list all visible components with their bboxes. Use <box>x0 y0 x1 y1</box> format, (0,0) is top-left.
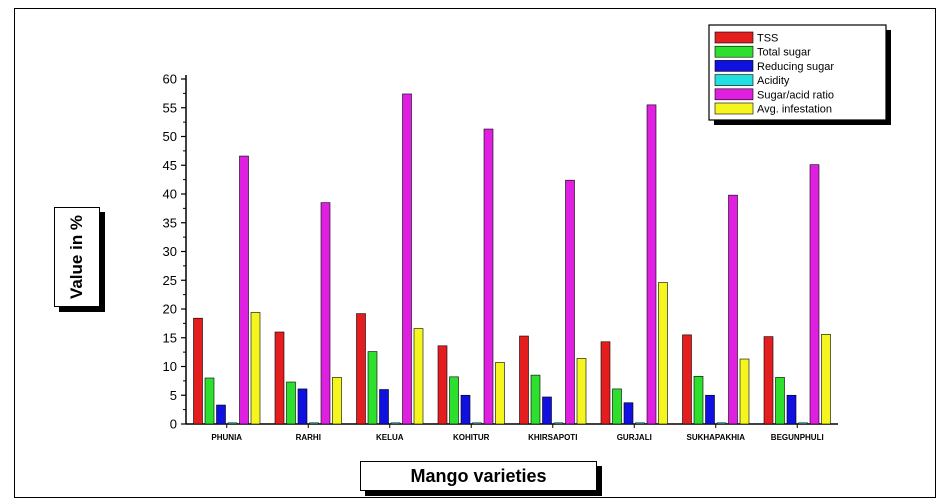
y-tick-label: 50 <box>163 129 177 144</box>
bar <box>472 422 482 425</box>
bar <box>460 394 471 425</box>
legend-entry: Reducing sugar <box>757 61 834 73</box>
bar <box>309 422 319 425</box>
x-axis-label: Mango varieties <box>410 465 547 486</box>
legend-entry: Avg. infestation <box>757 104 832 116</box>
bar <box>379 389 389 425</box>
bar <box>297 388 308 425</box>
legend-swatch <box>714 102 754 115</box>
bar <box>553 422 564 425</box>
chart-frame <box>14 8 936 498</box>
legend-swatch <box>714 88 754 101</box>
bar <box>635 422 645 425</box>
legend-entry: TSS <box>757 33 778 45</box>
x-tick-label: KELUA <box>376 433 404 442</box>
bar <box>250 312 261 425</box>
y-tick-label: 10 <box>163 359 177 374</box>
bar <box>565 179 575 425</box>
bars <box>193 93 831 425</box>
bar <box>739 358 750 425</box>
legend-swatch <box>714 45 754 58</box>
bar <box>809 164 820 425</box>
x-tick-label: PHUNIA <box>211 433 242 442</box>
bar <box>705 394 715 425</box>
bar <box>274 331 285 425</box>
bar <box>483 128 494 425</box>
bar <box>367 351 378 425</box>
x-tick-label: SUKHAPAKHIA <box>686 433 745 442</box>
bar <box>646 104 657 425</box>
bar <box>716 422 727 425</box>
y-tick-label: 25 <box>163 273 177 288</box>
bar <box>204 377 215 425</box>
legend-swatch <box>714 60 754 72</box>
bar <box>682 334 692 425</box>
bar <box>286 381 296 425</box>
y-tick-label: 15 <box>163 330 177 345</box>
y-tick-label: 5 <box>170 388 177 403</box>
category-labels: PHUNIA RARHI KELUA KOHITUR KHIRSAPOTI GURJALI… <box>211 433 823 442</box>
y-tick-label: 30 <box>163 244 177 259</box>
bar <box>530 374 541 425</box>
bar <box>821 333 831 425</box>
bar <box>320 202 331 425</box>
bar <box>658 282 668 425</box>
legend-entry: Sugar/acid ratio <box>757 89 834 101</box>
y-tick-label: 20 <box>163 302 177 317</box>
y-tick-label: 60 <box>163 72 177 87</box>
y-tick-label: 45 <box>163 158 177 173</box>
bar <box>600 341 611 425</box>
bar <box>239 155 249 425</box>
y-axis-label: Value in % <box>67 214 86 300</box>
y-tick-label: 55 <box>163 100 177 115</box>
x-axis-label-box: Mango varieties <box>360 461 597 491</box>
bar <box>227 422 238 425</box>
bar <box>332 377 342 425</box>
legend-entry: Total sugar <box>757 47 811 59</box>
bar <box>449 376 459 425</box>
bar <box>728 194 738 425</box>
bar <box>786 394 797 425</box>
bar <box>612 388 622 425</box>
bar <box>390 422 401 425</box>
legend-entry: Acidity <box>757 75 790 87</box>
x-tick-label: KHIRSAPOTI <box>528 433 577 442</box>
bar <box>693 375 704 425</box>
x-tick-label: RARHI <box>296 433 321 442</box>
bar <box>402 93 412 425</box>
y-axis-label-box: Value in % <box>54 207 100 307</box>
x-tick-label: KOHITUR <box>453 433 490 442</box>
bar <box>495 362 505 425</box>
y-tick-label: 0 <box>170 417 177 432</box>
bar <box>437 345 448 425</box>
bar <box>763 336 774 425</box>
bar <box>542 396 552 425</box>
bar <box>775 377 785 425</box>
x-tick-label: GURJALI <box>617 433 652 442</box>
y-tick-label: 40 <box>163 187 177 202</box>
bar <box>413 328 424 425</box>
legend: TSS Total sugar Reducing sugar Acidity Sugar… <box>708 24 891 125</box>
legend-swatch <box>714 31 754 44</box>
bar <box>356 313 366 425</box>
x-tick-label: BEGUNPHULI <box>771 433 824 442</box>
bar <box>798 422 808 425</box>
legend-swatch <box>714 74 754 86</box>
bar <box>193 317 203 425</box>
bar <box>623 402 634 425</box>
bar <box>576 358 587 425</box>
bar <box>216 404 226 425</box>
y-tick-label: 35 <box>163 215 177 230</box>
bar <box>519 335 529 425</box>
